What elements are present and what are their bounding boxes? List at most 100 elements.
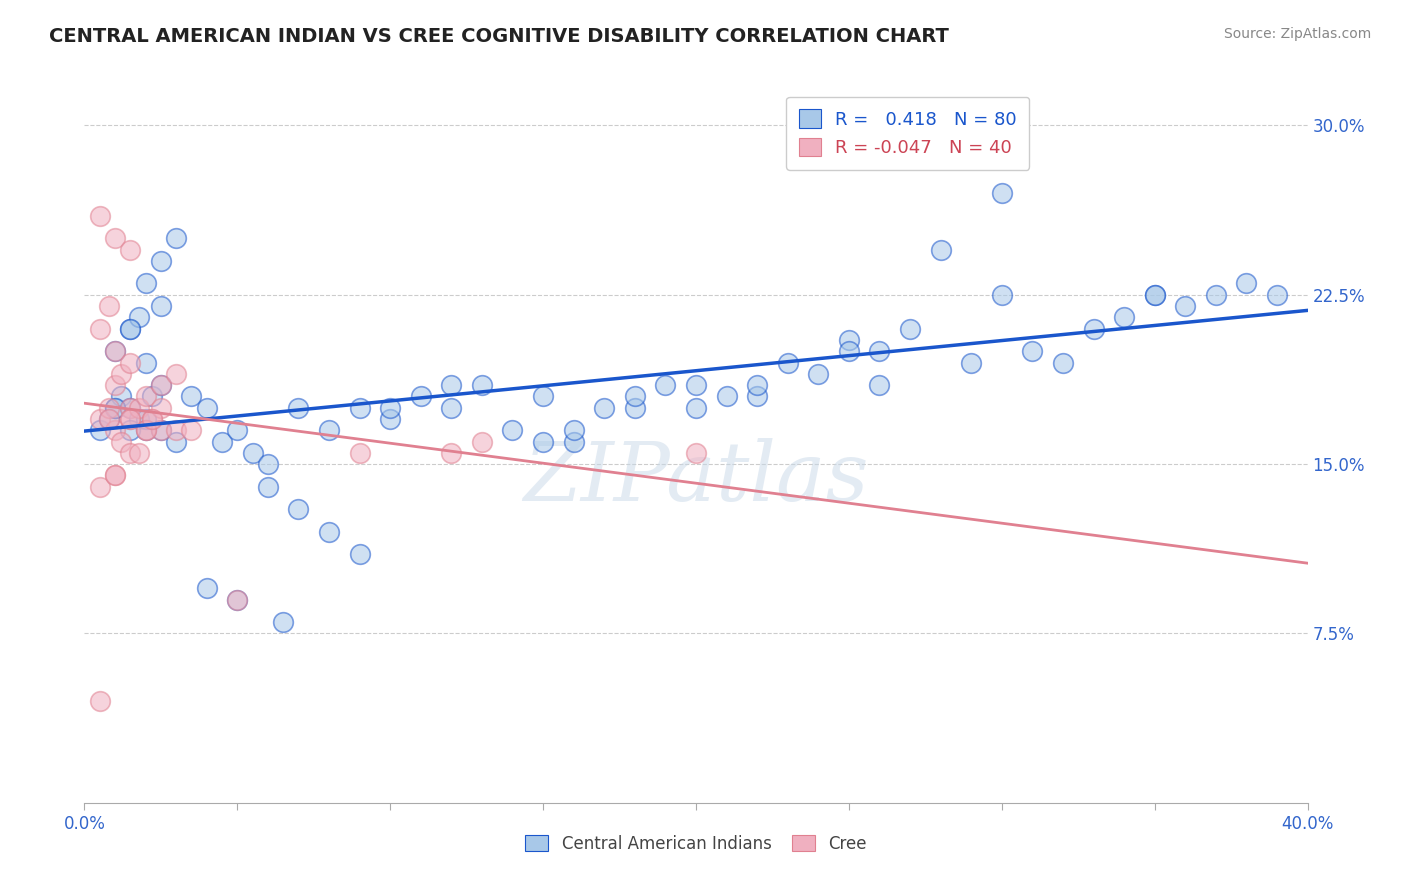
Point xyxy=(120,355,142,369)
Point xyxy=(89,412,111,426)
Text: CENTRAL AMERICAN INDIAN VS CREE COGNITIVE DISABILITY CORRELATION CHART: CENTRAL AMERICAN INDIAN VS CREE COGNITIV… xyxy=(49,27,949,45)
Point xyxy=(318,423,340,437)
Point xyxy=(287,502,309,516)
Point xyxy=(120,412,142,426)
Point xyxy=(685,446,707,460)
Point xyxy=(128,446,150,460)
Point xyxy=(149,253,172,268)
Point xyxy=(349,446,371,460)
Point xyxy=(531,389,554,403)
Point xyxy=(380,401,402,415)
Point xyxy=(149,378,172,392)
Point xyxy=(128,412,150,426)
Point xyxy=(135,277,157,291)
Point xyxy=(776,355,799,369)
Point xyxy=(149,401,172,415)
Point xyxy=(1021,344,1043,359)
Point xyxy=(141,412,163,426)
Point xyxy=(440,401,463,415)
Point xyxy=(1236,277,1258,291)
Point xyxy=(502,423,524,437)
Point xyxy=(349,401,371,415)
Point xyxy=(165,434,187,449)
Point xyxy=(409,389,432,403)
Point xyxy=(380,412,402,426)
Point xyxy=(135,423,157,437)
Point xyxy=(1143,287,1166,301)
Point xyxy=(838,333,860,347)
Point xyxy=(1205,287,1227,301)
Point xyxy=(135,423,157,437)
Point xyxy=(97,412,120,426)
Point xyxy=(1114,310,1136,325)
Point xyxy=(1083,321,1105,335)
Legend: Central American Indians, Cree: Central American Indians, Cree xyxy=(519,828,873,860)
Point xyxy=(120,401,142,415)
Point xyxy=(929,243,952,257)
Point xyxy=(104,378,127,392)
Point xyxy=(89,423,111,437)
Point xyxy=(869,378,891,392)
Point xyxy=(110,367,132,381)
Point xyxy=(562,423,585,437)
Point xyxy=(1265,287,1288,301)
Point xyxy=(991,186,1014,201)
Point xyxy=(120,321,142,335)
Point xyxy=(97,401,120,415)
Point xyxy=(89,480,111,494)
Point xyxy=(624,389,647,403)
Point xyxy=(349,548,371,562)
Point xyxy=(165,367,187,381)
Point xyxy=(195,582,218,596)
Point xyxy=(180,423,202,437)
Point xyxy=(654,378,676,392)
Point xyxy=(991,287,1014,301)
Point xyxy=(120,412,142,426)
Point xyxy=(1143,287,1166,301)
Point xyxy=(685,401,707,415)
Point xyxy=(869,344,891,359)
Point xyxy=(149,423,172,437)
Point xyxy=(257,480,280,494)
Point xyxy=(104,423,127,437)
Point xyxy=(89,209,111,223)
Point xyxy=(165,423,187,437)
Point xyxy=(180,389,202,403)
Point xyxy=(141,389,163,403)
Point xyxy=(471,434,494,449)
Point xyxy=(747,378,769,392)
Point xyxy=(120,243,142,257)
Point xyxy=(685,378,707,392)
Point xyxy=(165,231,187,245)
Point xyxy=(89,321,111,335)
Point xyxy=(531,434,554,449)
Point xyxy=(593,401,616,415)
Point xyxy=(287,401,309,415)
Point xyxy=(471,378,494,392)
Text: ZIPatlas: ZIPatlas xyxy=(523,438,869,517)
Point xyxy=(97,412,120,426)
Point xyxy=(110,434,132,449)
Point xyxy=(110,389,132,403)
Point xyxy=(562,434,585,449)
Point xyxy=(838,344,860,359)
Point xyxy=(960,355,983,369)
Point xyxy=(135,355,157,369)
Point xyxy=(104,401,127,415)
Point xyxy=(242,446,264,460)
Point xyxy=(149,423,172,437)
Point xyxy=(226,592,249,607)
Point xyxy=(97,299,120,313)
Point xyxy=(271,615,294,630)
Point xyxy=(104,468,127,483)
Point xyxy=(135,412,157,426)
Point xyxy=(120,446,142,460)
Point xyxy=(1174,299,1197,313)
Point xyxy=(104,468,127,483)
Point xyxy=(195,401,218,415)
Point xyxy=(149,378,172,392)
Point xyxy=(89,694,111,708)
Point xyxy=(226,423,249,437)
Point xyxy=(128,401,150,415)
Point xyxy=(135,423,157,437)
